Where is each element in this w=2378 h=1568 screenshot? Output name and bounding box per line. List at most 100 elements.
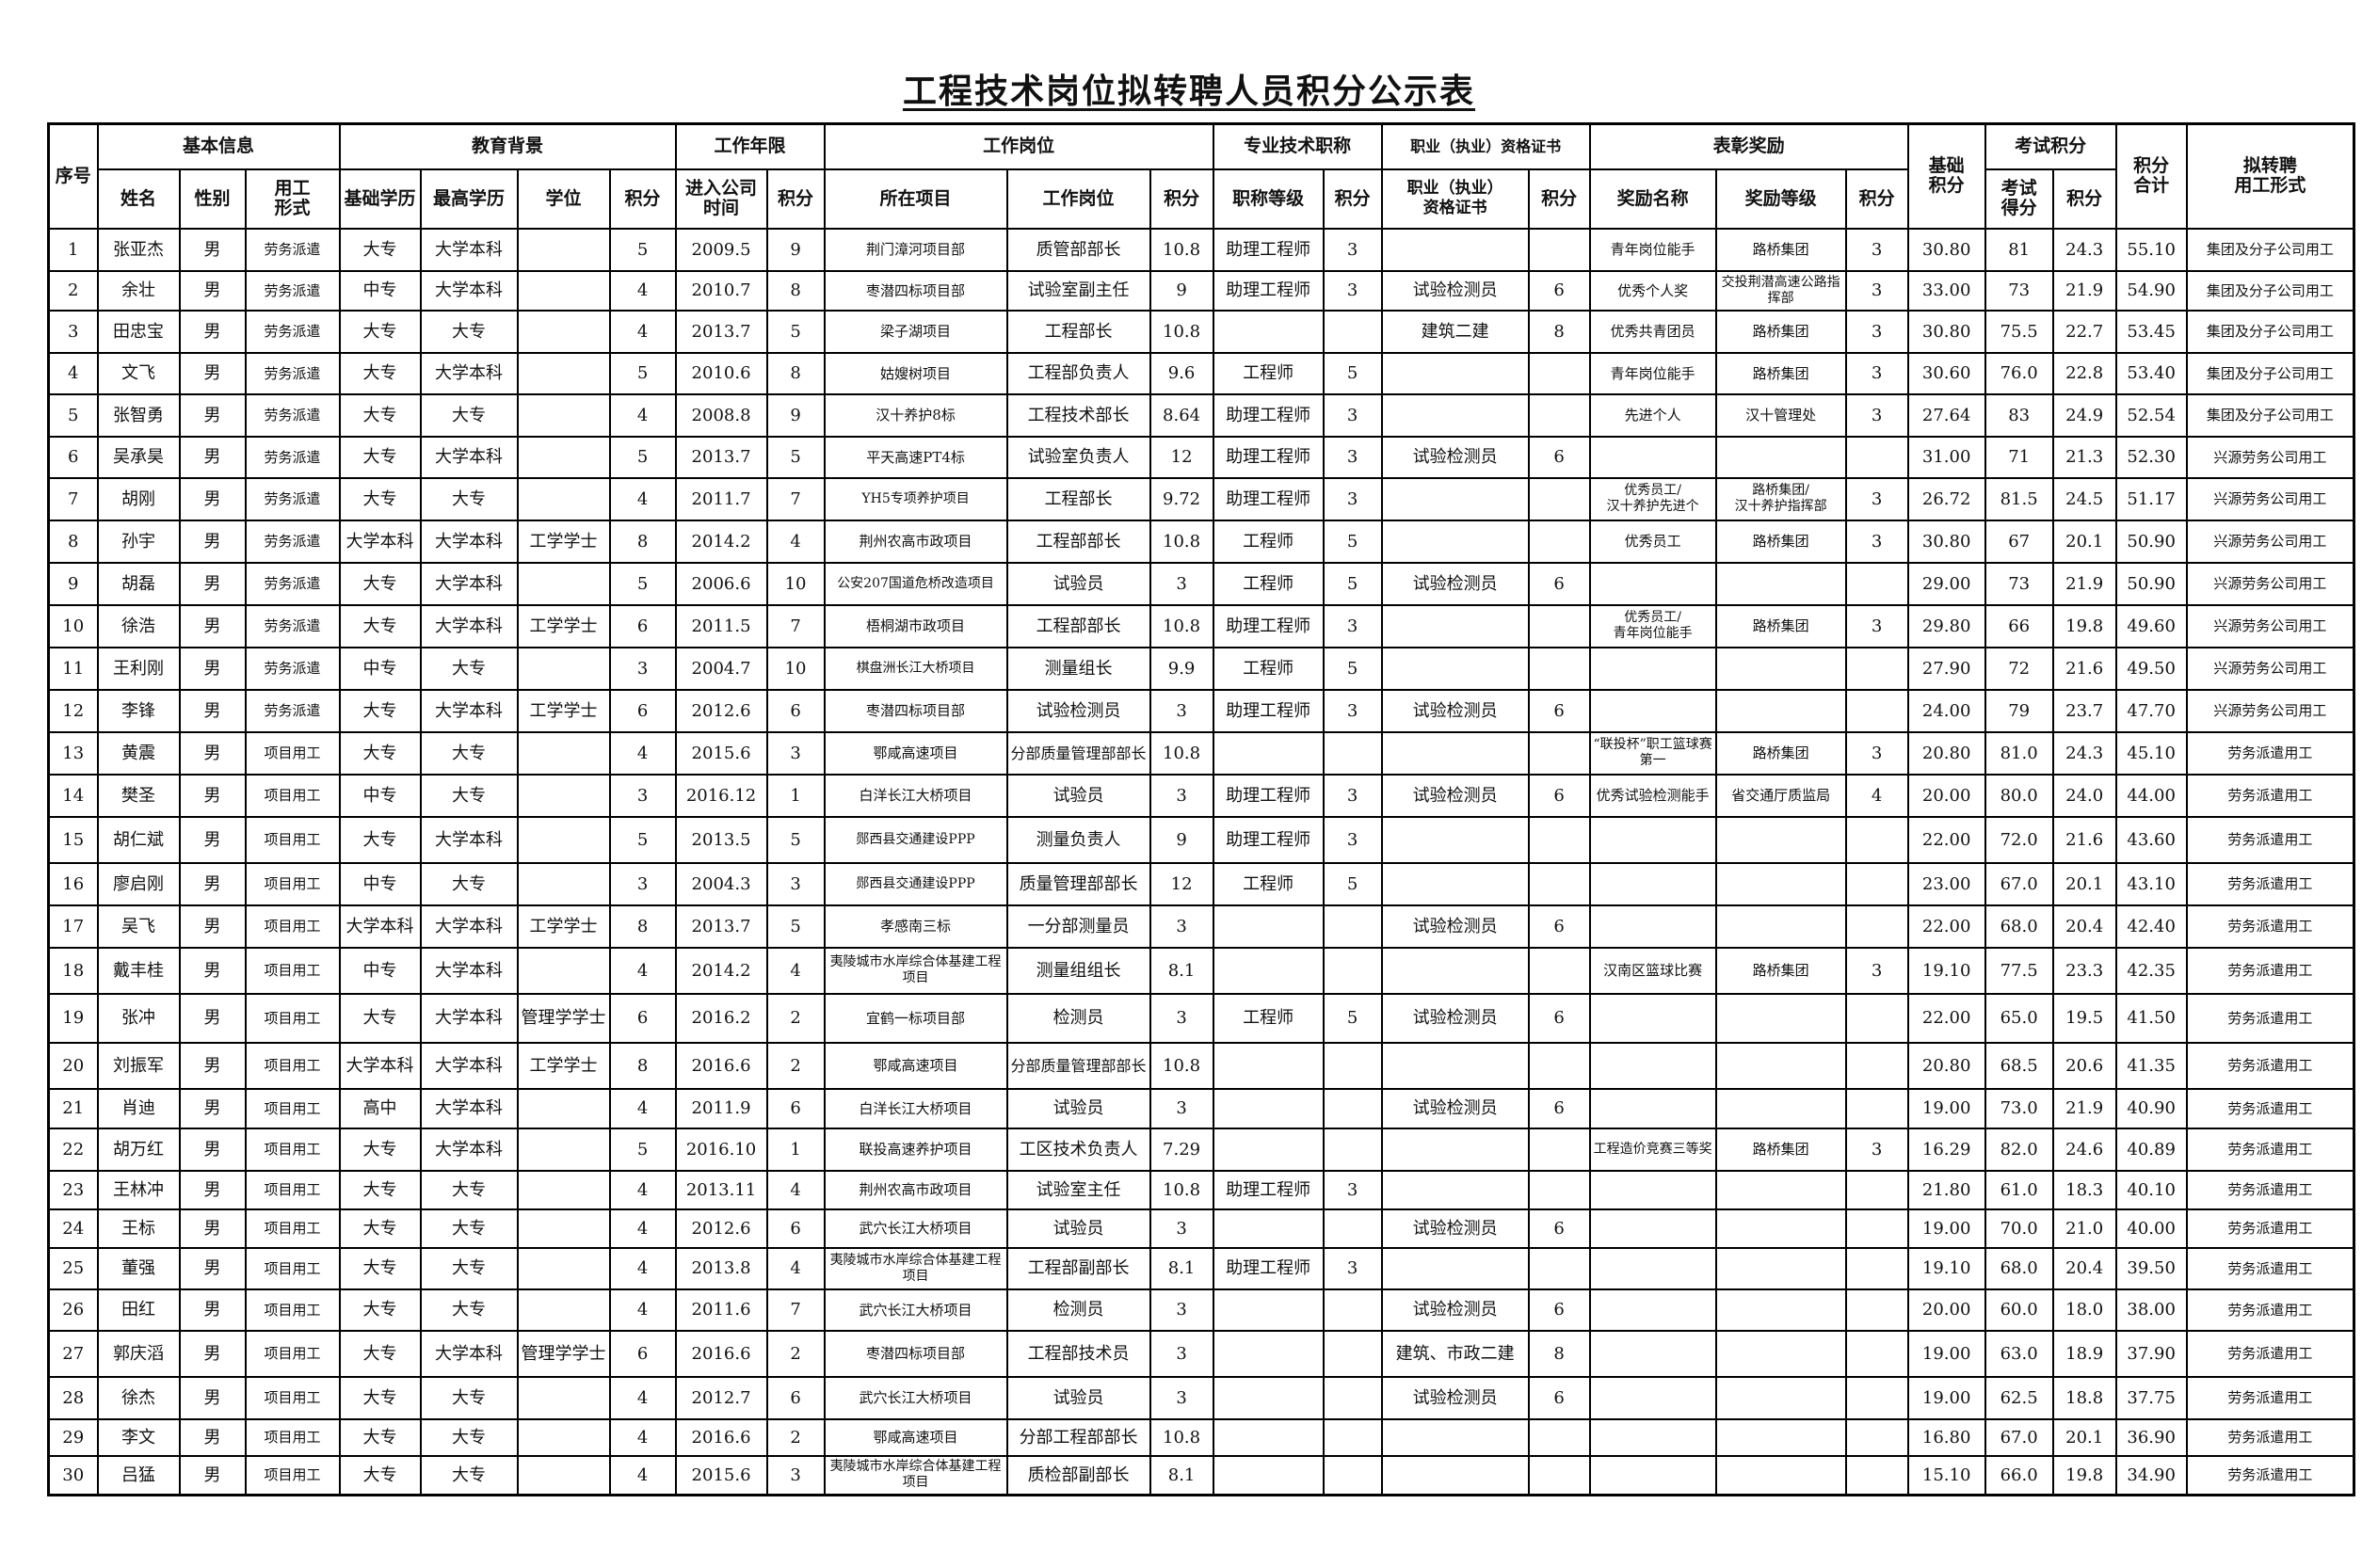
cell-project: 枣潜四标项目部 xyxy=(823,688,1008,733)
cell-total-score: 47.70 xyxy=(2114,688,2188,733)
cell-base-score: 26.72 xyxy=(1906,476,1986,521)
cell-highest-education: 大专 xyxy=(419,1169,519,1210)
cell-join-date: 2013.5 xyxy=(674,815,768,864)
cell-name: 王林冲 xyxy=(96,1169,181,1210)
cell-title-level: 助理工程师 xyxy=(1212,227,1325,272)
cell-title-level: 工程师 xyxy=(1212,561,1325,606)
cell-gender: 男 xyxy=(178,269,247,312)
cell-degree xyxy=(516,392,611,438)
cell-gender: 男 xyxy=(178,1288,247,1332)
cell-years-score: 5 xyxy=(765,309,826,354)
cell-proposed-form: 兴源劳务公司用工 xyxy=(2185,435,2355,479)
cell-seq: 7 xyxy=(47,476,99,521)
cell-position-score: 8.1 xyxy=(1149,1246,1214,1290)
cell-total-score: 53.40 xyxy=(2114,351,2188,395)
cell-employment-form: 劳务派遣 xyxy=(244,476,341,521)
cell-proposed-form: 劳务派遣用工 xyxy=(2185,1246,2355,1290)
cell-award-name xyxy=(1588,1087,1717,1129)
cell-base-score: 20.00 xyxy=(1906,1288,1986,1332)
cell-degree: 工学学士 xyxy=(516,519,611,564)
subheader-name: 姓名 xyxy=(96,168,181,230)
cell-exam-score: 24.9 xyxy=(2051,392,2117,438)
cell-proposed-form: 劳务派遣用工 xyxy=(2185,904,2355,949)
cell-award-level xyxy=(1714,1454,1847,1496)
cell-exam-raw: 71 xyxy=(1984,435,2054,479)
cell-highest-education: 大专 xyxy=(419,1454,519,1496)
cell-employment-form: 劳务派遣 xyxy=(244,269,341,312)
cell-award-score xyxy=(1844,1246,1909,1290)
cell-position-score: 10.8 xyxy=(1149,1169,1214,1210)
cell-gender: 男 xyxy=(178,519,247,564)
cell-join-date: 2009.5 xyxy=(674,227,768,272)
cell-gender: 男 xyxy=(178,1127,247,1172)
cell-join-date: 2011.9 xyxy=(674,1087,768,1129)
cell-position-score: 3 xyxy=(1149,561,1214,606)
cell-seq: 11 xyxy=(47,646,99,691)
subheader-highest-education: 最高学历 xyxy=(419,168,519,230)
cell-employment-form: 项目用工 xyxy=(244,1246,341,1290)
cell-position: 一分部测量员 xyxy=(1005,904,1151,949)
subheader-certificate: 职业（执业） 资格证书 xyxy=(1380,168,1530,230)
cell-exam-raw: 81 xyxy=(1984,227,2054,272)
cell-position: 试验室主任 xyxy=(1005,1169,1151,1210)
cell-years-score: 6 xyxy=(765,1375,826,1420)
table-row: 20 刘振军男项目用工 大学本科 大学本科 工学学士 8 2016.6 2 鄂咸高速项目 分部质量… xyxy=(47,1041,2355,1090)
subheader-title-score: 积分 xyxy=(1322,168,1383,230)
cell-name: 樊圣 xyxy=(96,773,181,818)
cell-proposed-form: 劳务派遣用工 xyxy=(2185,1375,2355,1420)
cell-base-score: 33.00 xyxy=(1906,269,1986,312)
cell-position: 质管部部长 xyxy=(1005,227,1151,272)
cell-degree xyxy=(516,1127,611,1172)
cell-proposed-form: 劳务派遣用工 xyxy=(2185,992,2355,1044)
cell-degree xyxy=(516,309,611,354)
cell-award-score xyxy=(1844,646,1909,691)
cell-proposed-form: 劳务派遣用工 xyxy=(2185,730,2355,776)
cell-award-name xyxy=(1588,1454,1717,1496)
cell-seq: 14 xyxy=(47,773,99,818)
cell-title-score: 3 xyxy=(1322,773,1383,818)
cell-award-name xyxy=(1588,646,1717,691)
cell-title-score xyxy=(1322,309,1383,354)
cell-cert-score xyxy=(1527,1041,1591,1090)
cell-years-score: 3 xyxy=(765,730,826,776)
cell-position-score: 10.8 xyxy=(1149,309,1214,354)
cell-name: 廖启刚 xyxy=(96,861,181,906)
cell-exam-score: 22.8 xyxy=(2051,351,2117,395)
header-basic-info: 基本信息 xyxy=(96,122,341,170)
cell-years-score: 10 xyxy=(765,646,826,691)
cell-certificate xyxy=(1380,476,1530,521)
cell-title-score: 3 xyxy=(1322,269,1383,312)
cell-seq: 4 xyxy=(47,351,99,395)
cell-name: 吴承昊 xyxy=(96,435,181,479)
cell-cert-score xyxy=(1527,603,1591,648)
cell-position: 工程部长 xyxy=(1005,476,1151,521)
cell-employment-form: 项目用工 xyxy=(244,1127,341,1172)
cell-degree xyxy=(516,476,611,521)
cell-certificate: 试验检测员 xyxy=(1380,1087,1530,1129)
subheader-title-level: 职称等级 xyxy=(1212,168,1325,230)
subheader-award-score: 积分 xyxy=(1844,168,1909,230)
cell-award-score: 3 xyxy=(1844,946,1909,995)
cell-years-score: 4 xyxy=(765,1169,826,1210)
cell-award-name xyxy=(1588,1288,1717,1332)
cell-base-education: 大专 xyxy=(338,1454,422,1496)
cell-base-score: 15.10 xyxy=(1906,1454,1986,1496)
cell-edu-score: 6 xyxy=(608,992,677,1044)
header-seq: 序号 xyxy=(47,122,99,230)
cell-cert-score: 6 xyxy=(1527,1087,1591,1129)
cell-highest-education: 大学本科 xyxy=(419,992,519,1044)
cell-name: 田忠宝 xyxy=(96,309,181,354)
cell-exam-score: 22.7 xyxy=(2051,309,2117,354)
cell-base-score: 29.00 xyxy=(1906,561,1986,606)
cell-certificate xyxy=(1380,603,1530,648)
cell-name: 黄震 xyxy=(96,730,181,776)
cell-project: 孝感南三标 xyxy=(823,904,1008,949)
cell-certificate: 试验检测员 xyxy=(1380,561,1530,606)
subheader-employment-form: 用工 形式 xyxy=(244,168,341,230)
cell-award-level xyxy=(1714,1087,1847,1129)
cell-title-level xyxy=(1212,1329,1325,1378)
cell-years-score: 7 xyxy=(765,1288,826,1332)
cell-certificate xyxy=(1380,1417,1530,1457)
cell-title-level xyxy=(1212,1454,1325,1496)
cell-degree xyxy=(516,1087,611,1129)
